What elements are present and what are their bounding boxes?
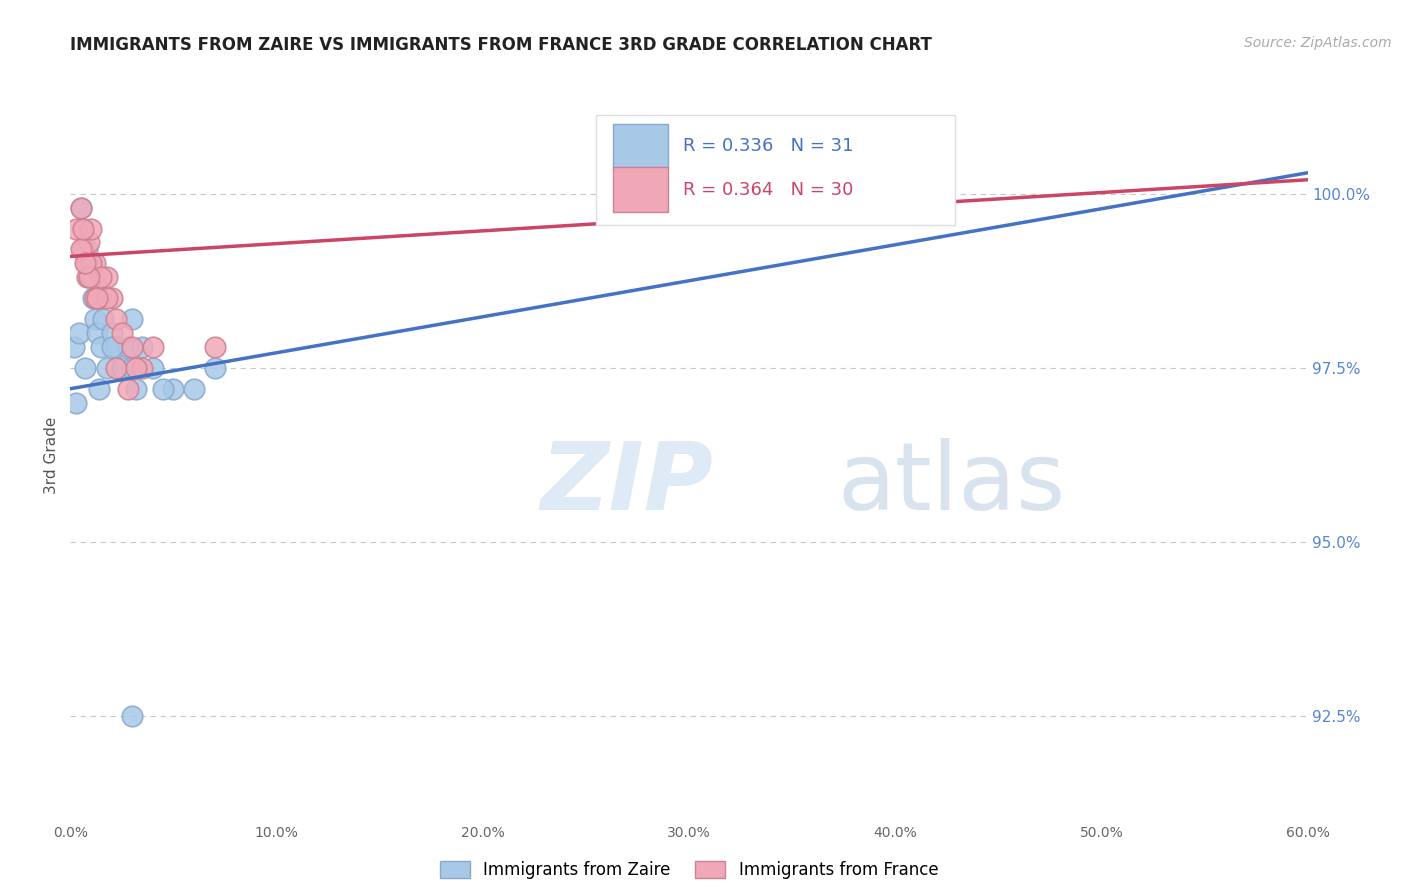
Point [86, 291, 108, 305]
FancyBboxPatch shape [613, 124, 668, 169]
Point [67, 326, 90, 340]
Text: ZIP: ZIP [540, 438, 713, 530]
Point [104, 340, 127, 354]
Text: R = 0.336   N = 31: R = 0.336 N = 31 [683, 136, 853, 155]
Text: Source: ZipAtlas.com: Source: ZipAtlas.com [1244, 36, 1392, 50]
Point [84, 291, 107, 305]
Point [111, 326, 134, 340]
Point [117, 382, 139, 396]
Point [121, 312, 143, 326]
Y-axis label: 3rd Grade: 3rd Grade [44, 417, 59, 493]
Point [121, 340, 143, 354]
Point [69, 201, 91, 215]
Point [142, 340, 165, 354]
Point [90, 291, 112, 305]
Point [117, 340, 139, 354]
Point [162, 382, 184, 396]
FancyBboxPatch shape [613, 168, 668, 212]
Point [76, 243, 98, 257]
Point [63, 340, 86, 354]
Point [86, 326, 108, 340]
Point [73, 256, 96, 270]
Point [125, 382, 148, 396]
Text: R = 0.364   N = 30: R = 0.364 N = 30 [683, 181, 853, 199]
Point [125, 360, 148, 375]
Point [100, 291, 122, 305]
Point [104, 312, 127, 326]
Point [111, 360, 134, 375]
Point [69, 201, 91, 215]
FancyBboxPatch shape [596, 115, 955, 225]
Point [204, 340, 226, 354]
Point [69, 243, 91, 257]
Point [142, 360, 165, 375]
Point [77, 270, 100, 285]
Point [91, 312, 114, 326]
Point [80, 256, 103, 270]
Point [72, 221, 94, 235]
Point [90, 340, 112, 354]
Point [131, 360, 153, 375]
Point [100, 326, 122, 340]
Point [65, 221, 87, 235]
Point [77, 270, 100, 285]
Point [121, 709, 143, 723]
Point [80, 221, 103, 235]
Point [204, 360, 226, 375]
Point [80, 256, 103, 270]
Point [73, 360, 96, 375]
Point [76, 270, 98, 285]
Point [65, 395, 87, 409]
Point [100, 340, 122, 354]
Point [84, 312, 107, 326]
Point [121, 360, 143, 375]
Point [77, 235, 100, 250]
Point [96, 360, 118, 375]
Point [152, 382, 174, 396]
Point [72, 243, 94, 257]
Point [96, 291, 118, 305]
Point [96, 270, 118, 285]
Text: atlas: atlas [838, 438, 1066, 530]
Point [104, 360, 127, 375]
Point [82, 291, 104, 305]
Point [183, 382, 205, 396]
Point [76, 256, 98, 270]
Point [82, 270, 104, 285]
Point [72, 221, 94, 235]
Legend: Immigrants from Zaire, Immigrants from France: Immigrants from Zaire, Immigrants from F… [433, 854, 945, 886]
Point [131, 340, 153, 354]
Text: IMMIGRANTS FROM ZAIRE VS IMMIGRANTS FROM FRANCE 3RD GRADE CORRELATION CHART: IMMIGRANTS FROM ZAIRE VS IMMIGRANTS FROM… [70, 36, 932, 54]
Point [90, 270, 112, 285]
Point [84, 256, 107, 270]
Point [89, 382, 111, 396]
